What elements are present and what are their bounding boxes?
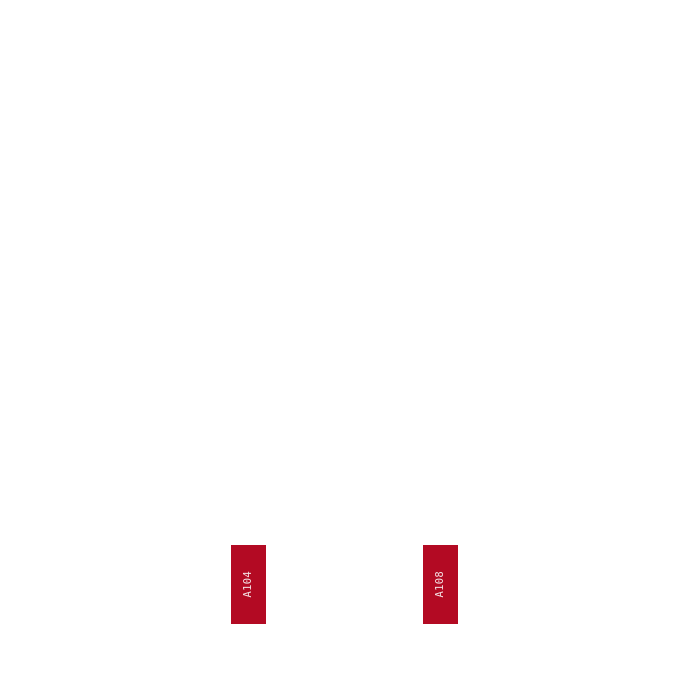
room-a104[interactable]: A104: [231, 545, 266, 624]
room-a108[interactable]: A108: [423, 545, 458, 624]
room-label: A108: [434, 571, 447, 598]
room-label: A104: [242, 571, 255, 598]
